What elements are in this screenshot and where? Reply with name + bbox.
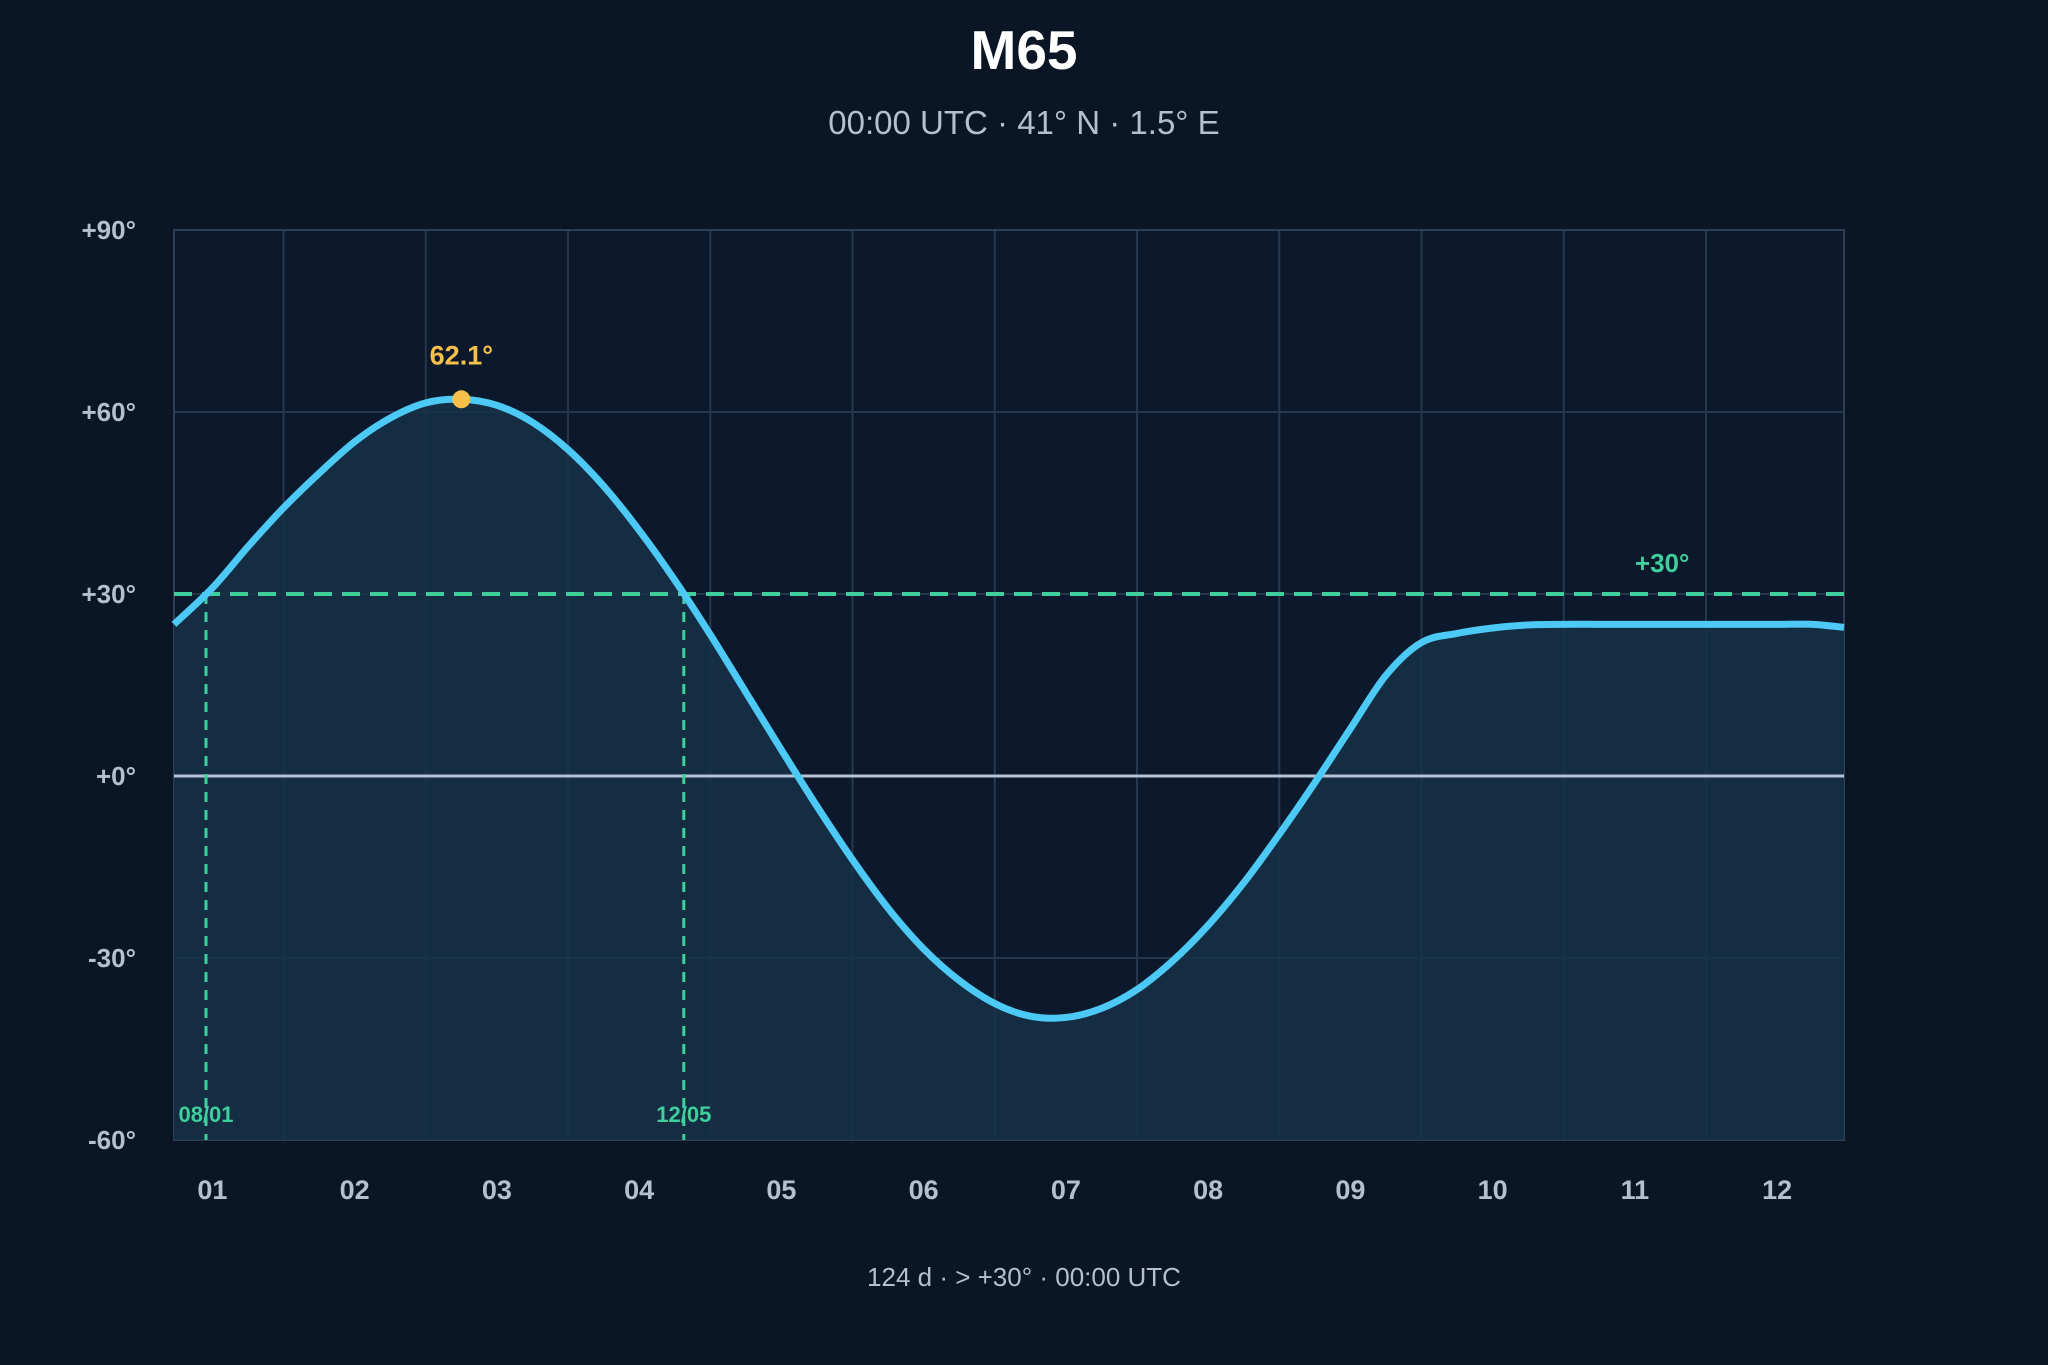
peak-point: [452, 390, 471, 409]
y-tick-label: +90°: [81, 215, 136, 245]
chart-subtitle: 00:00 UTC · 41° N · 1.5° E: [828, 104, 1220, 141]
x-tick-label: 06: [909, 1175, 939, 1205]
crossing-label: 12/05: [656, 1102, 711, 1127]
y-tick-label: -60°: [88, 1125, 136, 1155]
area-fill: [174, 399, 1844, 1140]
x-tick-label: 10: [1478, 1175, 1508, 1205]
y-tick-label: -30°: [88, 943, 136, 973]
x-tick-label: 08: [1193, 1175, 1223, 1205]
chart-footer: 124 d · > +30° · 00:00 UTC: [867, 1262, 1181, 1292]
x-tick-label: 07: [1051, 1175, 1081, 1205]
crossing-label: 08/01: [178, 1102, 233, 1127]
x-tick-label: 11: [1621, 1175, 1650, 1205]
x-tick-label: 01: [197, 1175, 227, 1205]
x-tick-label: 02: [340, 1175, 370, 1205]
y-tick-label: +30°: [81, 579, 136, 609]
x-tick-label: 04: [624, 1175, 654, 1205]
peak-label: 62.1°: [430, 340, 493, 370]
x-tick-label: 05: [766, 1175, 796, 1205]
y-tick-label: +60°: [81, 397, 136, 427]
x-tick-label: 12: [1762, 1175, 1792, 1205]
threshold-label: +30°: [1635, 548, 1690, 578]
x-tick-label: 09: [1335, 1175, 1365, 1205]
y-tick-label: +0°: [96, 761, 136, 791]
chart-title: M65: [970, 19, 1078, 81]
x-tick-label: 03: [482, 1175, 512, 1205]
